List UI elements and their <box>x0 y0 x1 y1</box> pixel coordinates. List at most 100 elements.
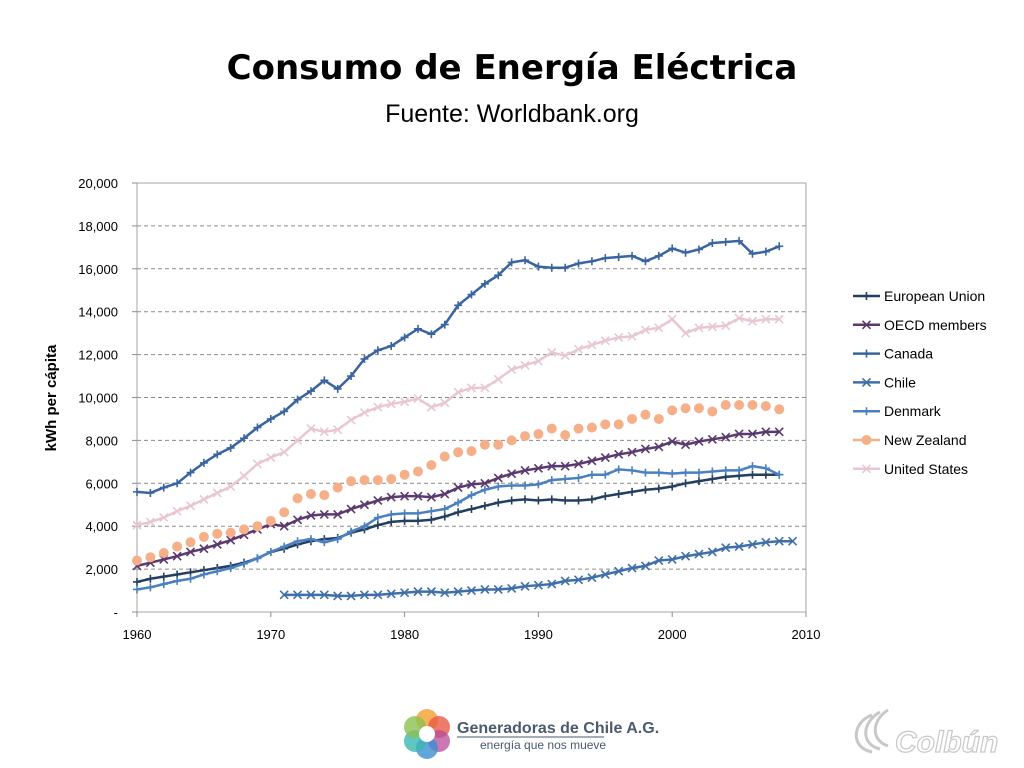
data-point <box>533 463 543 473</box>
x-tick-label: 1960 <box>123 627 152 642</box>
data-point <box>641 485 650 494</box>
data-point <box>614 566 624 576</box>
data-point <box>239 471 249 481</box>
data-point <box>507 496 516 505</box>
data-point <box>332 482 343 493</box>
data-point <box>466 479 477 489</box>
data-point <box>574 473 583 482</box>
data-point <box>775 470 784 479</box>
data-point <box>319 590 329 600</box>
legend-label: European Union <box>884 288 985 304</box>
data-point <box>333 591 343 601</box>
data-point <box>146 583 155 592</box>
data-point <box>400 516 409 525</box>
data-point <box>333 535 342 544</box>
data-point <box>561 475 570 484</box>
data-point <box>386 492 396 502</box>
data-point <box>667 436 677 447</box>
data-point <box>707 547 717 557</box>
data-point <box>159 513 169 523</box>
data-point <box>761 247 770 256</box>
data-point <box>440 505 449 514</box>
data-point <box>400 491 410 501</box>
data-point <box>159 572 168 581</box>
data-point <box>600 419 611 430</box>
data-point <box>372 475 383 486</box>
data-point <box>520 465 530 475</box>
data-point <box>480 478 490 488</box>
data-point <box>320 376 329 385</box>
data-point <box>253 554 262 563</box>
data-point <box>319 490 330 501</box>
data-point <box>185 501 196 511</box>
data-point <box>480 383 490 393</box>
data-point <box>708 239 717 248</box>
data-point <box>293 395 302 404</box>
data-point <box>360 354 369 363</box>
data-point <box>707 322 717 332</box>
data-point <box>413 324 422 333</box>
data-point <box>440 398 450 408</box>
data-point <box>213 450 222 459</box>
data-point <box>734 429 744 439</box>
data-point <box>386 474 397 485</box>
legend-label: United States <box>884 461 968 477</box>
series-canada <box>133 236 784 497</box>
data-point <box>520 360 530 370</box>
data-point <box>601 470 610 479</box>
data-point <box>520 431 531 442</box>
data-point <box>199 570 208 579</box>
data-point <box>681 551 691 561</box>
data-point <box>613 419 624 430</box>
data-point <box>507 258 516 267</box>
data-point <box>507 469 517 479</box>
data-point <box>399 469 410 480</box>
data-point <box>426 492 436 502</box>
grid-lines <box>137 225 806 570</box>
data-point <box>494 271 503 280</box>
data-point <box>640 325 651 335</box>
data-point <box>667 405 678 416</box>
data-point <box>560 351 570 361</box>
y-tick-label: - <box>114 605 118 620</box>
data-point <box>427 507 436 516</box>
data-point <box>466 446 477 457</box>
data-point <box>708 475 717 484</box>
data-point <box>413 509 422 518</box>
data-point <box>480 485 489 494</box>
data-point <box>601 492 610 501</box>
generadoras-logo <box>404 709 450 759</box>
data-point <box>735 236 744 245</box>
data-point <box>252 521 263 532</box>
data-point <box>653 413 664 424</box>
data-point <box>292 493 303 504</box>
legend-label: Denmark <box>884 403 942 419</box>
data-point <box>172 551 182 561</box>
data-point <box>654 468 663 477</box>
data-point <box>506 435 517 446</box>
data-point <box>386 589 396 599</box>
data-point <box>573 344 584 354</box>
data-point <box>654 484 663 493</box>
data-point <box>667 314 677 324</box>
data-point <box>627 447 637 457</box>
data-point <box>213 567 222 576</box>
data-point <box>172 541 183 552</box>
data-point <box>453 447 464 458</box>
series-denmark <box>133 462 784 594</box>
data-point <box>560 461 570 471</box>
data-point <box>320 538 329 547</box>
data-point <box>359 407 370 418</box>
data-point <box>467 491 476 500</box>
y-tick-label: 6,000 <box>85 476 118 491</box>
data-point <box>694 323 704 333</box>
data-point <box>400 397 410 407</box>
data-point <box>480 584 490 595</box>
data-point <box>186 468 195 477</box>
x-tick-label: 2000 <box>658 627 687 642</box>
data-point <box>707 434 717 444</box>
data-point <box>400 333 409 342</box>
data-point <box>173 479 182 488</box>
data-point <box>547 263 556 272</box>
